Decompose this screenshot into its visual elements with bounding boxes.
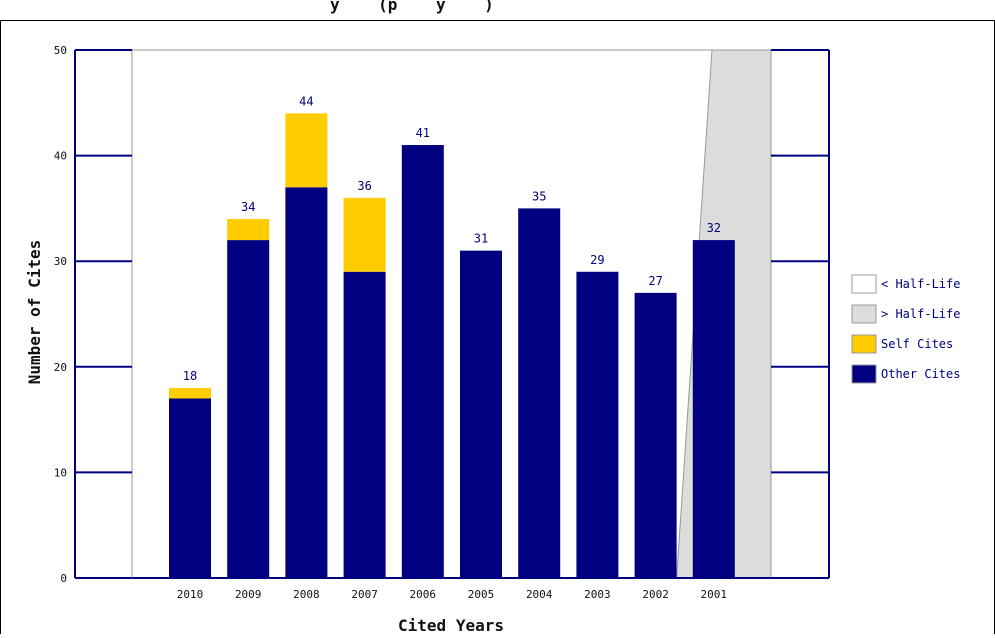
value-label-2010: 18 (183, 369, 197, 383)
value-label-2002: 27 (648, 274, 662, 288)
bar-other-cites-2006 (401, 145, 444, 579)
value-label-2005: 31 (474, 232, 488, 246)
x-tick-label-2004: 2004 (526, 588, 553, 601)
legend: < Half-Life > Half-Life Self Cites Other Ci… (851, 274, 960, 384)
value-labels-layer: 18 34 44 36 41 31 35 29 27 32 (183, 94, 721, 383)
legend-label-2: Self Cites (881, 337, 953, 351)
bar-self-cites-2009 (227, 218, 270, 241)
x-tick-label-2001: 2001 (701, 588, 728, 601)
value-label-2009: 34 (241, 200, 255, 214)
bar-other-cites-2007 (343, 271, 386, 578)
x-tick-label-2003: 2003 (584, 588, 611, 601)
x-tick-label-2006: 2006 (410, 588, 437, 601)
chart-title-fragment: y (p y ) (330, 0, 494, 14)
y-tick-label: 30 (54, 255, 67, 268)
y-axis-title: Number of Cites (25, 240, 44, 385)
bar-self-cites-2007 (343, 197, 386, 272)
y-tick-label: 10 (54, 466, 67, 479)
bar-other-cites-2001 (692, 240, 735, 578)
x-tick-label-2009: 2009 (235, 588, 262, 601)
y-tick-label: 20 (54, 361, 67, 374)
legend-swatch-0 (851, 274, 877, 294)
x-axis-title: Cited Years (398, 616, 504, 634)
y-tick-label: 40 (54, 150, 67, 163)
ticks-layer: 0 10 20 30 40 50 2010 2009 2008 2007 2006 2005 2004 2… (54, 44, 829, 601)
value-label-2007: 36 (357, 179, 371, 193)
x-tick-label-2007: 2007 (351, 588, 378, 601)
bar-other-cites-2004 (518, 208, 561, 578)
value-label-2003: 29 (590, 253, 604, 267)
bar-other-cites-2003 (576, 271, 619, 578)
x-tick-label-2005: 2005 (468, 588, 495, 601)
bar-other-cites-2008 (285, 187, 328, 578)
y-tick-label: 0 (60, 572, 67, 585)
value-label-2008: 44 (299, 94, 313, 108)
x-tick-label-2010: 2010 (177, 588, 204, 601)
x-tick-label-2002: 2002 (642, 588, 669, 601)
legend-label-0: < Half-Life (881, 277, 960, 291)
value-label-2006: 41 (416, 126, 430, 140)
legend-swatch-1 (851, 304, 877, 324)
bars-layer (169, 113, 735, 579)
bar-self-cites-2008 (285, 113, 328, 188)
bar-other-cites-2010 (169, 398, 211, 578)
legend-label-1: > Half-Life (881, 307, 960, 321)
x-tick-label-2008: 2008 (293, 588, 320, 601)
bar-other-cites-2005 (460, 250, 502, 578)
legend-swatch-2 (851, 334, 877, 354)
legend-swatch-3 (851, 364, 877, 384)
legend-label-3: Other Cites (881, 367, 960, 381)
bar-other-cites-2009 (227, 240, 270, 578)
value-label-2001: 32 (707, 221, 721, 235)
value-label-2004: 35 (532, 189, 546, 203)
bar-other-cites-2002 (634, 292, 677, 578)
y-tick-label: 50 (54, 44, 67, 57)
bar-self-cites-2010 (169, 387, 211, 399)
